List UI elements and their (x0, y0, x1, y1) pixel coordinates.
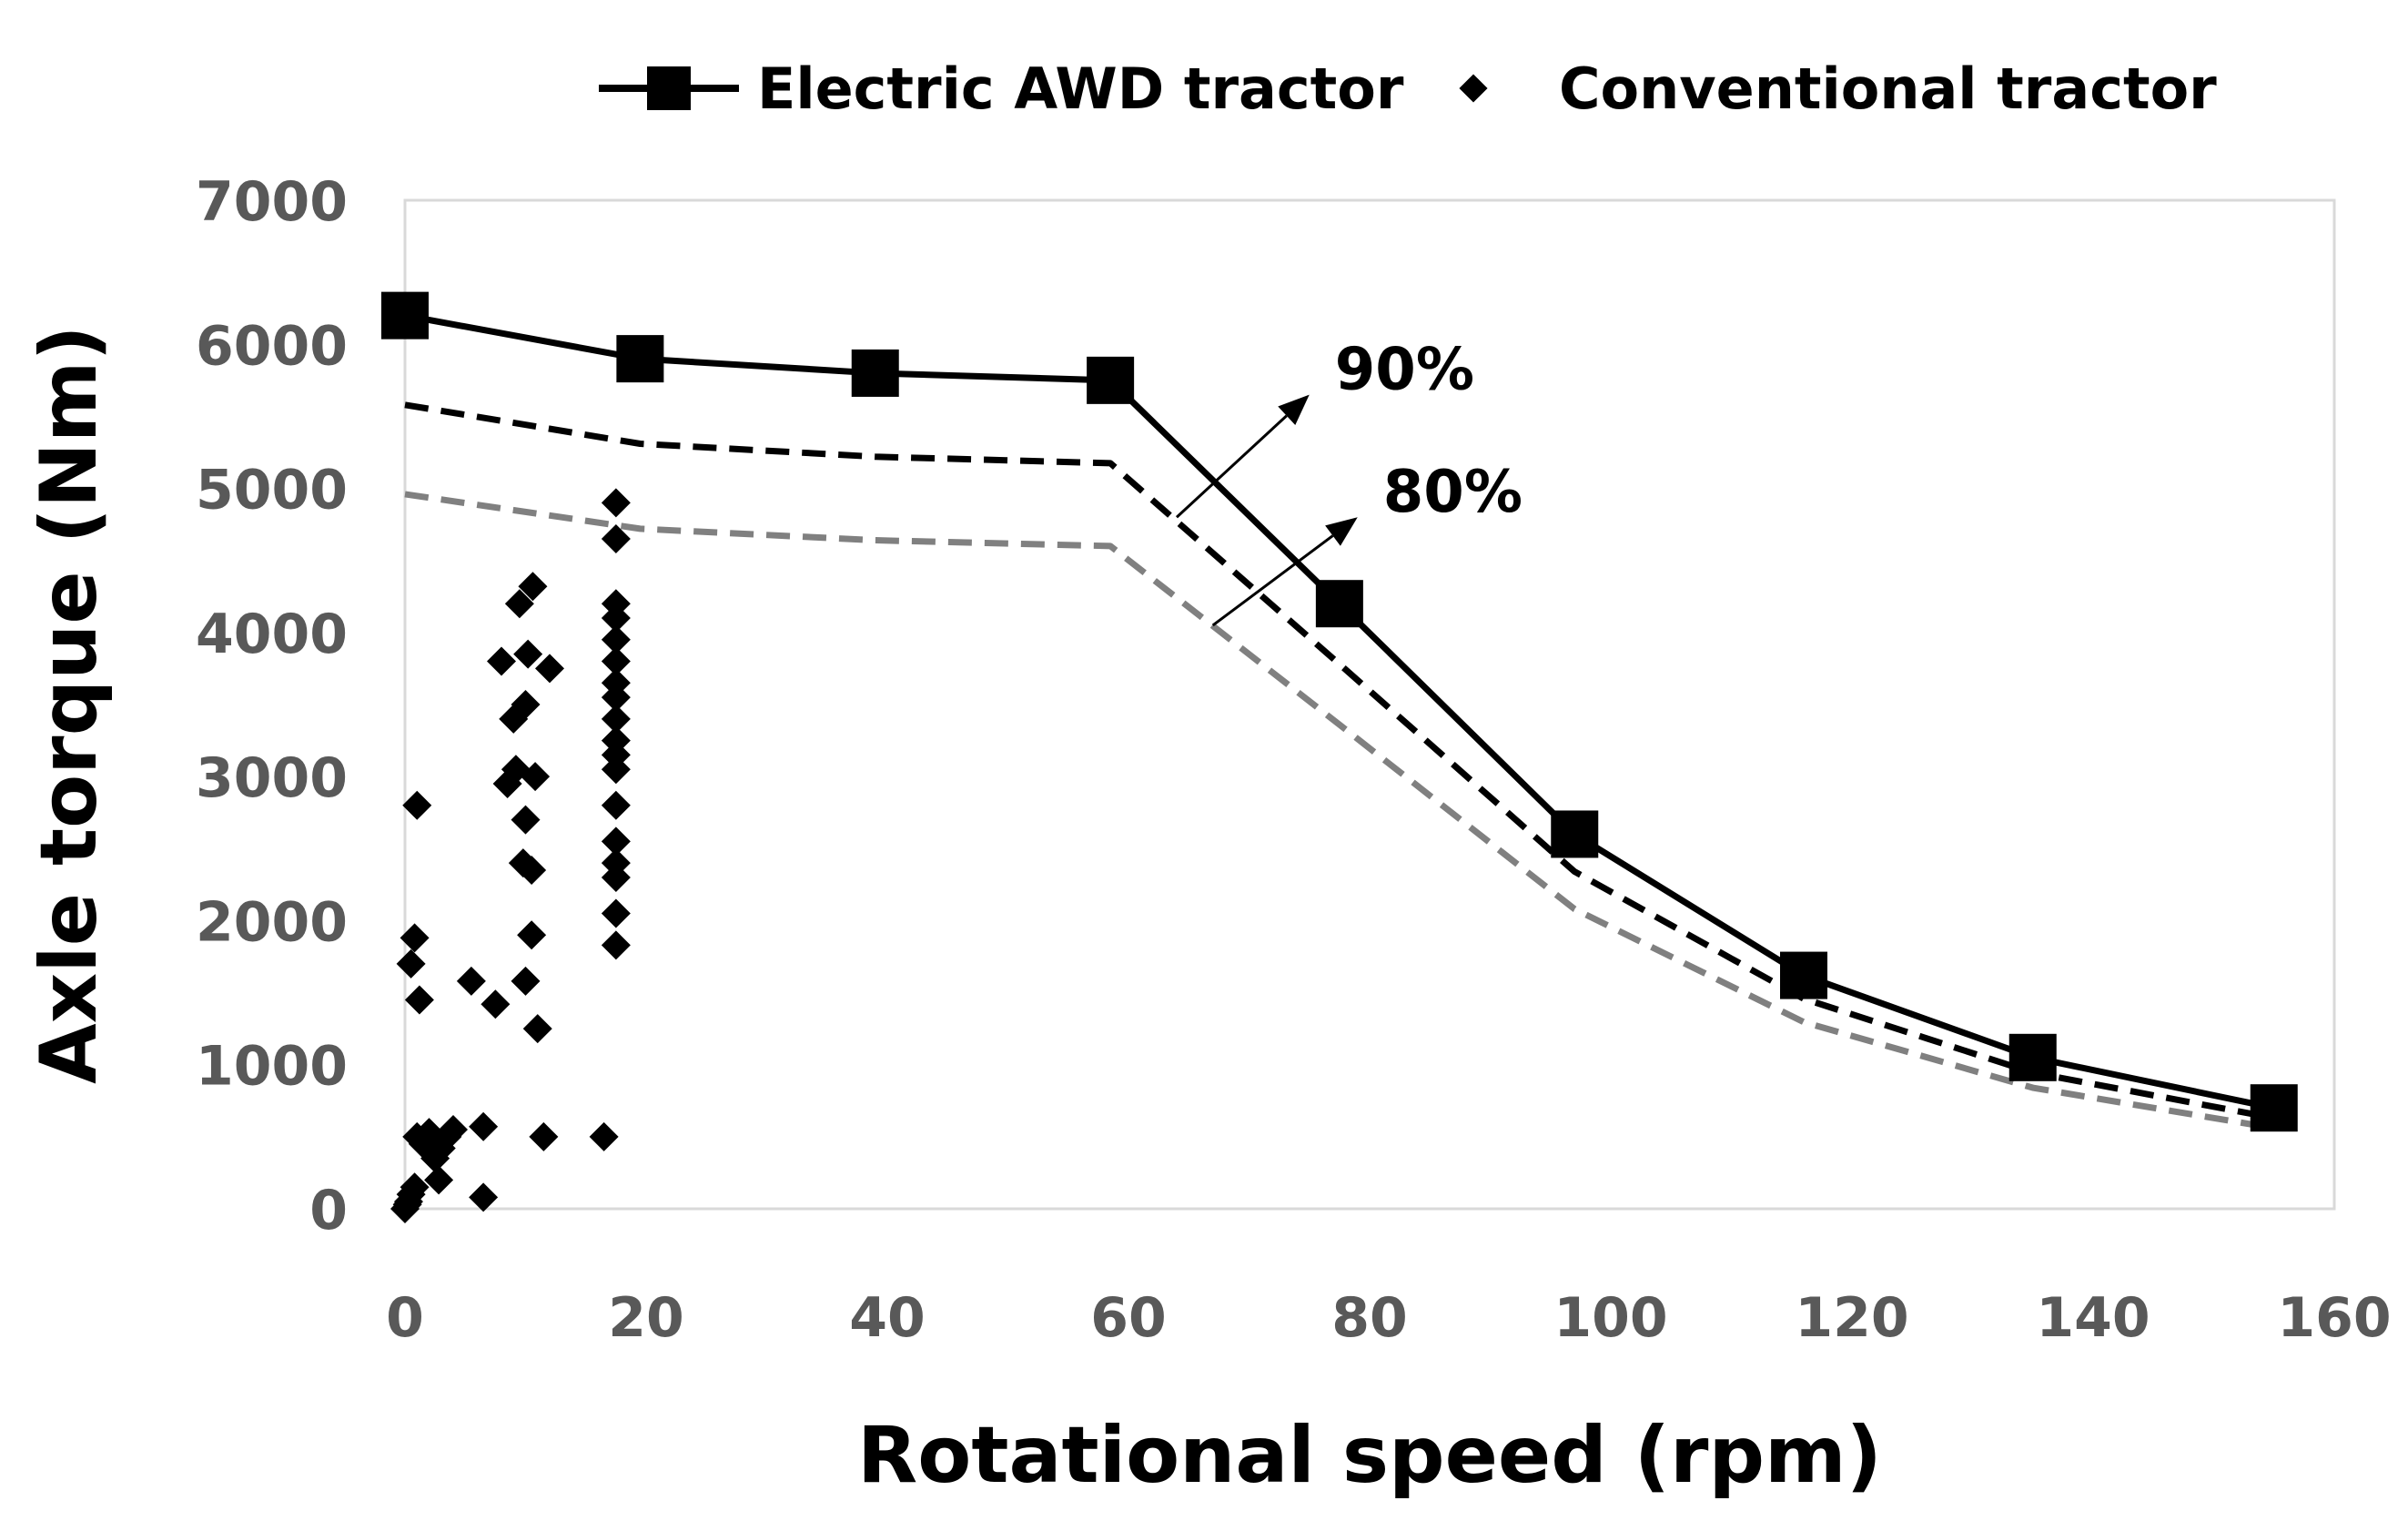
series-line-1 (404, 401, 2275, 1121)
conventional-point (601, 668, 631, 698)
conventional-point (517, 920, 547, 950)
conventional-point (424, 1165, 454, 1195)
conventional-point (456, 966, 486, 996)
x-tick-label: 160 (2277, 1286, 2391, 1350)
x-tick-label: 80 (1331, 1286, 1408, 1350)
electric-awd-point (2250, 1084, 2298, 1132)
plot-area (403, 198, 2336, 1211)
conventional-point (392, 1190, 422, 1220)
y-axis: 0 1000 2000 3000 4000 5000 6000 7000 (196, 170, 348, 1242)
x-axis: 0 20 40 60 80 100 120 140 160 (386, 1286, 2392, 1350)
electric-awd-point (1780, 951, 1827, 999)
conventional-point (481, 989, 511, 1019)
conventional-point (518, 572, 548, 602)
conventional-point (504, 589, 534, 619)
y-tick-label: 3000 (196, 746, 348, 810)
conventional-point (601, 624, 631, 654)
conventional-point (522, 1014, 552, 1044)
conventional-point (511, 966, 541, 996)
y-tick-label: 1000 (196, 1035, 348, 1099)
legend-conventional-marker (1459, 74, 1488, 103)
annotation-arrowhead (1325, 517, 1358, 546)
x-tick-label: 140 (2036, 1286, 2150, 1350)
conventional-point (521, 762, 551, 792)
x-axis-title: Rotational speed (rpm) (857, 1410, 1882, 1501)
conventional-point (601, 704, 631, 734)
annotation-label: 90% (1335, 337, 1474, 404)
x-tick-label: 40 (849, 1286, 926, 1350)
y-tick-label: 5000 (196, 459, 348, 522)
conventional-point (469, 1182, 499, 1212)
conventional-point (404, 985, 434, 1015)
conventional-point (601, 898, 631, 928)
conventional-point (402, 790, 432, 820)
y-tick-label: 7000 (196, 170, 348, 234)
conventional-point (396, 948, 426, 979)
conventional-point (601, 930, 631, 960)
annotation-arrow (1211, 534, 1334, 627)
conventional-point (400, 923, 430, 953)
y-tick-label: 2000 (196, 890, 348, 954)
series-line-2 (404, 491, 2275, 1131)
legend-electric-marker (647, 66, 691, 110)
legend-electric-label: Electric AWD tractor (757, 56, 1404, 122)
annotation-arrowhead (1278, 394, 1310, 426)
series-layer (381, 291, 2298, 1223)
conventional-point (601, 589, 631, 619)
annotation-label: 80% (1383, 459, 1523, 526)
conventional-point (535, 654, 564, 684)
conventional-point (513, 639, 543, 669)
electric-awd-point (1087, 356, 1135, 404)
y-axis-title: Axle torque (Nm) (24, 325, 115, 1084)
x-tick-label: 60 (1090, 1286, 1167, 1350)
y-tick-label: 6000 (196, 314, 348, 378)
y-tick-label: 4000 (196, 603, 348, 666)
electric-awd-point (2008, 1033, 2057, 1081)
conventional-point (601, 523, 631, 553)
y-tick-label: 0 (309, 1179, 348, 1242)
conventional-point (601, 826, 631, 857)
conventional-point (601, 790, 631, 820)
annotations: 90% 80% (1175, 337, 1523, 627)
conventional-point (529, 1121, 559, 1151)
conventional-point (601, 725, 631, 755)
electric-awd-point (616, 335, 664, 383)
x-tick-label: 0 (386, 1286, 424, 1350)
electric-awd-point (1551, 810, 1599, 858)
series-line-0 (404, 312, 2275, 1111)
conventional-point (517, 856, 547, 886)
conventional-point (469, 1111, 499, 1141)
conventional-point (439, 1114, 468, 1144)
annotation-arrow (1175, 414, 1288, 519)
x-tick-label: 120 (1795, 1286, 1908, 1350)
conventional-point (601, 488, 631, 518)
conventional-point (589, 1121, 619, 1151)
legend: Electric AWD tractor Conventional tracto… (599, 56, 2217, 122)
x-tick-label: 100 (1553, 1286, 1667, 1350)
electric-awd-point (1315, 580, 1363, 628)
conventional-point (511, 805, 541, 835)
electric-awd-point (381, 291, 429, 340)
conventional-point (601, 646, 631, 676)
legend-conventional-label: Conventional tractor (1559, 56, 2217, 122)
conventional-point (511, 690, 541, 719)
conventional-point (601, 848, 631, 878)
conventional-point (487, 646, 516, 676)
x-tick-label: 20 (608, 1286, 684, 1350)
electric-awd-point (851, 349, 899, 397)
